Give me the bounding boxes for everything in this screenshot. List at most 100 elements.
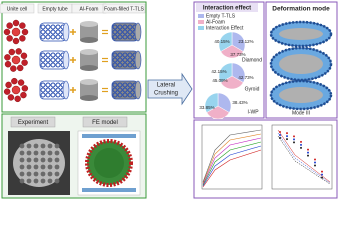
tube-cell xyxy=(45,24,51,30)
legend-swatch xyxy=(198,20,204,24)
legend-swatch xyxy=(198,26,204,30)
tube-cell xyxy=(50,24,56,30)
tube-cell xyxy=(117,92,123,98)
tube-cell xyxy=(122,87,128,93)
scatter-point xyxy=(286,135,288,138)
specimen-cell xyxy=(47,143,53,149)
pie-slice xyxy=(220,75,244,90)
unit-cell-node xyxy=(21,85,29,92)
tube-cell xyxy=(122,52,128,58)
tube-cell xyxy=(40,34,46,40)
tube-cell xyxy=(122,34,128,40)
unit-cell-node xyxy=(16,64,24,72)
curve xyxy=(202,141,262,186)
tube-cell xyxy=(117,82,123,88)
specimen-cell xyxy=(40,143,46,149)
pie-slice xyxy=(218,62,233,83)
tube-cell xyxy=(117,29,123,35)
legend-swatch xyxy=(198,14,204,18)
tube-cell xyxy=(45,92,51,98)
specimen-cell xyxy=(47,150,53,156)
tube-cell xyxy=(127,92,133,98)
scatter-point xyxy=(307,154,309,157)
foam-cylinder xyxy=(80,52,98,68)
specimen-cell xyxy=(33,143,39,149)
unit-cell-node xyxy=(11,55,21,65)
scatter-point xyxy=(293,135,295,138)
pie-percent: 37.73% xyxy=(230,52,245,57)
tube-cells xyxy=(269,79,333,111)
specimen-cell xyxy=(54,178,60,184)
pie-percent: 42.73% xyxy=(238,75,253,80)
unit-cell-node xyxy=(17,79,25,86)
tube-cell xyxy=(112,24,118,30)
specimen-cell xyxy=(54,143,60,149)
curve xyxy=(202,133,262,184)
tube-cell xyxy=(117,87,123,93)
specimen-cell xyxy=(19,157,25,163)
scatter-point xyxy=(314,161,316,164)
tube-cell xyxy=(50,82,56,88)
pie-slice xyxy=(206,105,230,120)
tube-end xyxy=(134,50,142,70)
unit-cell-node xyxy=(19,35,26,42)
tube-cell xyxy=(55,52,61,58)
tube-cell xyxy=(112,92,118,98)
column-header: Unite cell xyxy=(7,6,28,12)
tube-cell xyxy=(45,29,51,35)
title-box xyxy=(196,3,258,12)
curve xyxy=(202,145,262,187)
foam-core xyxy=(279,28,323,40)
pie-slice xyxy=(218,31,233,52)
tube-cell xyxy=(122,24,128,30)
pie-slice xyxy=(204,92,219,113)
column-header: Al-Foam xyxy=(80,6,99,12)
pie-label: I-WP xyxy=(247,109,259,115)
scatter-point xyxy=(321,176,323,179)
tube-cell xyxy=(117,34,123,40)
tube-cell xyxy=(55,92,61,98)
scatter-point xyxy=(321,173,323,176)
specimen-cell xyxy=(40,178,46,184)
unit-cell-node xyxy=(8,48,16,56)
tube-cell xyxy=(122,62,128,68)
tube-cell xyxy=(55,24,61,30)
unit-cell-node xyxy=(6,22,13,29)
tube-cell xyxy=(112,29,118,35)
tube-cell xyxy=(55,62,61,68)
pie-label: Gyroid xyxy=(245,86,260,92)
foam-core xyxy=(279,54,323,74)
unit-cell-node xyxy=(3,88,11,95)
fe-core xyxy=(94,148,124,178)
plate xyxy=(82,188,136,192)
tube-cell xyxy=(117,24,123,30)
unit-cell-node xyxy=(11,77,18,85)
tube-cell xyxy=(55,29,61,35)
tube-cell xyxy=(55,57,61,63)
legend-label: Empty T-TLS xyxy=(206,13,236,19)
foam-top xyxy=(80,21,98,27)
specimen-cell xyxy=(26,164,32,170)
specimen-cell xyxy=(26,143,32,149)
tube-cell xyxy=(50,29,56,35)
tube-cell xyxy=(40,52,46,58)
tube-cell xyxy=(45,34,51,40)
tube-cell xyxy=(50,92,56,98)
scatter-point xyxy=(293,138,295,141)
tube-cell xyxy=(127,52,133,58)
specimen-cell xyxy=(47,171,53,177)
curve xyxy=(202,129,262,183)
unit-cell-node xyxy=(5,81,12,89)
specimen-cell xyxy=(26,150,32,156)
tube-end xyxy=(134,22,142,42)
section-label: Experiment xyxy=(18,120,49,126)
tube-cell xyxy=(40,57,46,63)
tube-cell xyxy=(40,92,46,98)
unit-cell-node xyxy=(4,54,11,61)
unit-cell-node xyxy=(19,22,26,29)
panel-title: Interaction effect xyxy=(203,6,251,12)
curve xyxy=(202,149,262,188)
tube-cell xyxy=(50,62,56,68)
tube-cell xyxy=(50,87,56,93)
specimen-cell xyxy=(47,178,53,184)
